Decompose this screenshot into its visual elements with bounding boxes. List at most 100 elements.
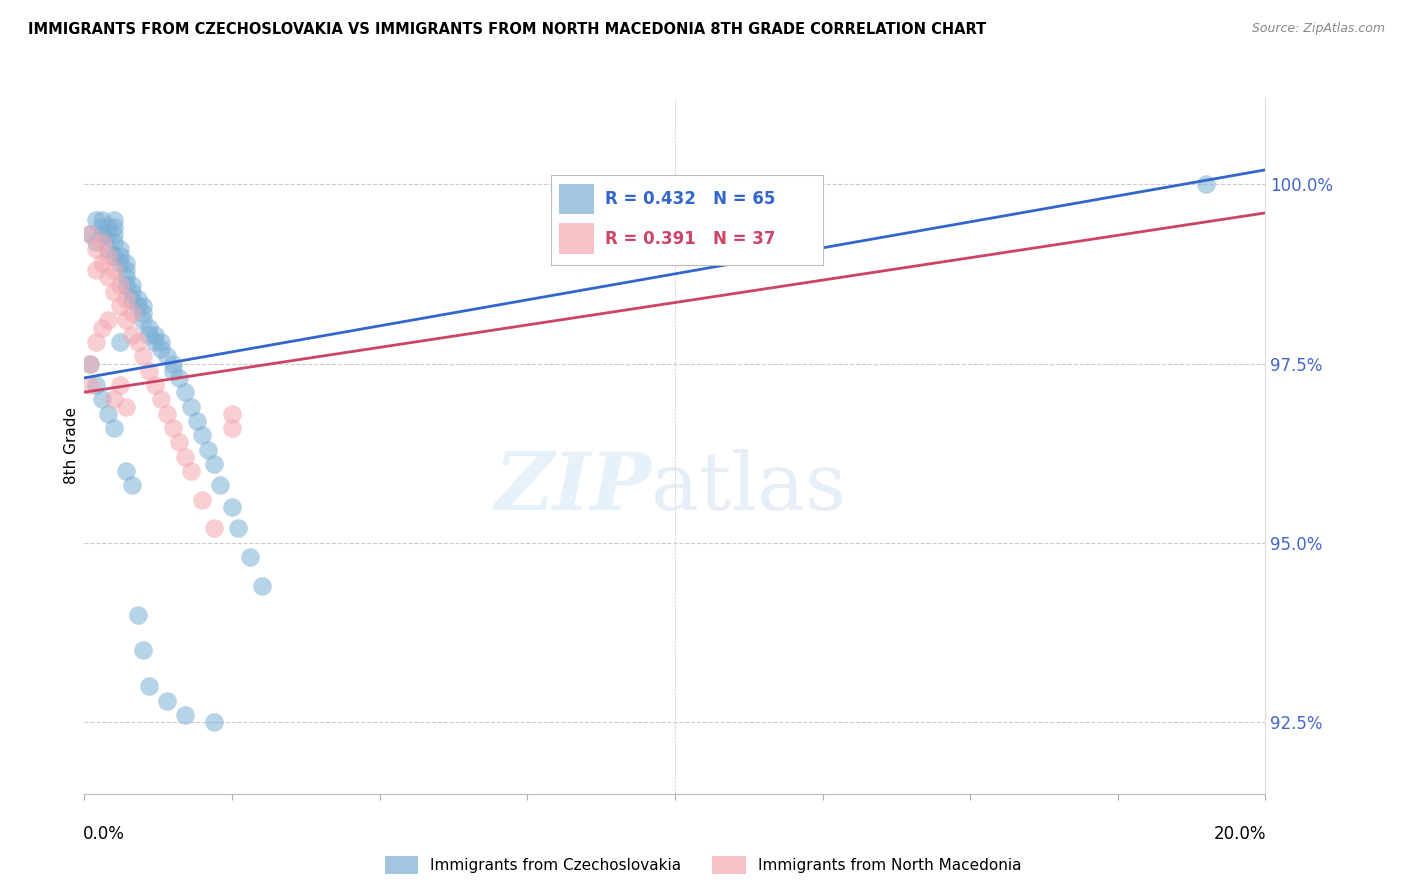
Point [91,213,114,227]
Point [108,378,131,392]
Point [84,334,107,349]
Point [103,227,125,242]
Point [180,464,202,478]
Point [91,227,114,242]
Point [127,334,149,349]
Point [84,242,107,256]
Point [1195,177,1218,191]
Point [114,464,136,478]
Point [114,292,136,306]
Point [127,292,149,306]
Point [91,220,114,235]
Point [221,500,243,514]
Point [156,407,179,421]
Point [132,306,155,320]
Point [108,256,131,270]
Point [127,299,149,313]
Point [103,392,125,407]
Text: R = 0.391   N = 37: R = 0.391 N = 37 [605,230,776,248]
Point [84,235,107,249]
Point [91,235,114,249]
Point [97,242,120,256]
Point [138,320,160,334]
Point [121,285,143,299]
Point [162,364,184,378]
Text: ZIP: ZIP [495,449,651,526]
Text: 0.0%: 0.0% [83,825,125,843]
Point [121,277,143,292]
Point [209,478,232,492]
Text: R = 0.432   N = 65: R = 0.432 N = 65 [605,190,776,208]
Point [84,263,107,277]
Point [79,227,101,242]
Point [156,693,179,707]
Point [108,334,131,349]
Point [132,299,155,313]
Point [138,364,160,378]
Point [127,607,149,622]
Point [191,492,214,507]
Point [108,249,131,263]
Point [132,643,155,657]
Point [79,357,101,371]
Point [180,400,202,414]
Point [167,371,190,385]
Point [121,327,143,342]
Point [108,277,131,292]
Point [103,421,125,435]
Point [150,392,173,407]
Point [97,227,120,242]
Point [84,213,107,227]
Point [143,334,166,349]
Point [108,299,131,313]
Point [103,285,125,299]
Point [97,249,120,263]
Point [132,313,155,327]
Point [103,220,125,235]
Point [191,428,214,442]
Point [226,521,249,535]
Point [239,550,262,565]
Point [97,313,120,327]
Point [150,334,173,349]
Point [79,227,101,242]
Point [138,327,160,342]
Point [114,263,136,277]
Point [97,270,120,285]
Point [121,478,143,492]
Point [114,313,136,327]
Point [173,385,195,400]
Point [91,256,114,270]
Point [143,327,166,342]
Point [202,715,225,730]
Point [132,349,155,363]
Point [173,450,195,464]
Text: Source: ZipAtlas.com: Source: ZipAtlas.com [1251,22,1385,36]
Point [121,292,143,306]
Legend: Immigrants from Czechoslovakia, Immigrants from North Macedonia: Immigrants from Czechoslovakia, Immigran… [378,850,1028,880]
Point [103,235,125,249]
Point [138,679,160,693]
Bar [560,224,595,254]
Point [103,249,125,263]
Text: 20.0%: 20.0% [1215,825,1267,843]
Point [186,414,208,428]
Point [114,256,136,270]
Point [143,378,166,392]
Point [202,521,225,535]
Point [114,277,136,292]
Text: atlas: atlas [651,449,846,527]
Point [221,421,243,435]
Point [103,263,125,277]
Point [221,407,243,421]
Y-axis label: 8th Grade: 8th Grade [63,408,79,484]
Point [156,349,179,363]
Point [91,392,114,407]
Point [103,213,125,227]
Point [167,435,190,450]
Point [250,579,273,593]
Point [114,400,136,414]
Point [162,357,184,371]
Point [162,421,184,435]
Point [97,407,120,421]
